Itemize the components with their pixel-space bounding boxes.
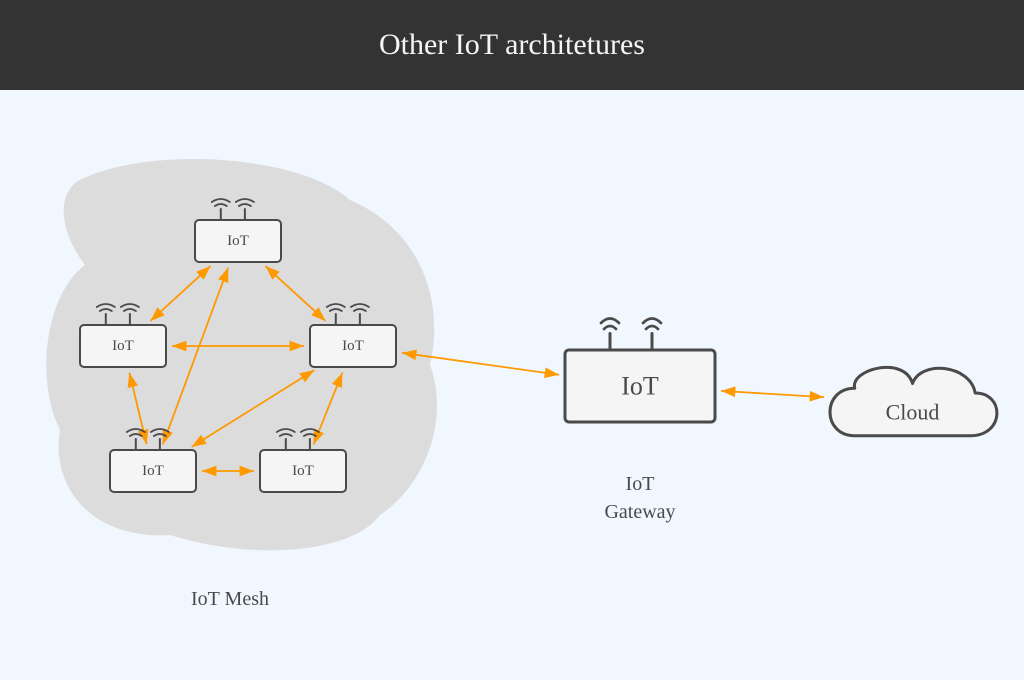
node-label: Cloud — [886, 400, 940, 425]
page-title: Other IoT architetures — [379, 28, 645, 62]
node-label: IoT — [342, 338, 364, 354]
iot-gateway-node: IoT — [565, 319, 715, 423]
diagram-svg: IoT IoT IoT IoT IoT IoT Cloud IoT Mesh IoT Gatewa… — [0, 90, 1024, 680]
node-label: IoT — [227, 233, 249, 249]
node-label: IoT — [142, 463, 164, 479]
caption: IoT — [626, 473, 655, 495]
diagram-canvas: IoT IoT IoT IoT IoT IoT Cloud IoT Mesh IoT Gatewa… — [0, 90, 1024, 680]
caption: IoT Mesh — [191, 588, 269, 610]
node-label: IoT — [621, 372, 659, 401]
cloud-node: Cloud — [830, 367, 997, 435]
node-label: IoT — [112, 338, 134, 354]
node-label: IoT — [292, 463, 314, 479]
caption: Gateway — [604, 501, 675, 523]
page-header: Other IoT architetures — [0, 0, 1024, 90]
edge-gateway-cloud — [721, 391, 824, 397]
